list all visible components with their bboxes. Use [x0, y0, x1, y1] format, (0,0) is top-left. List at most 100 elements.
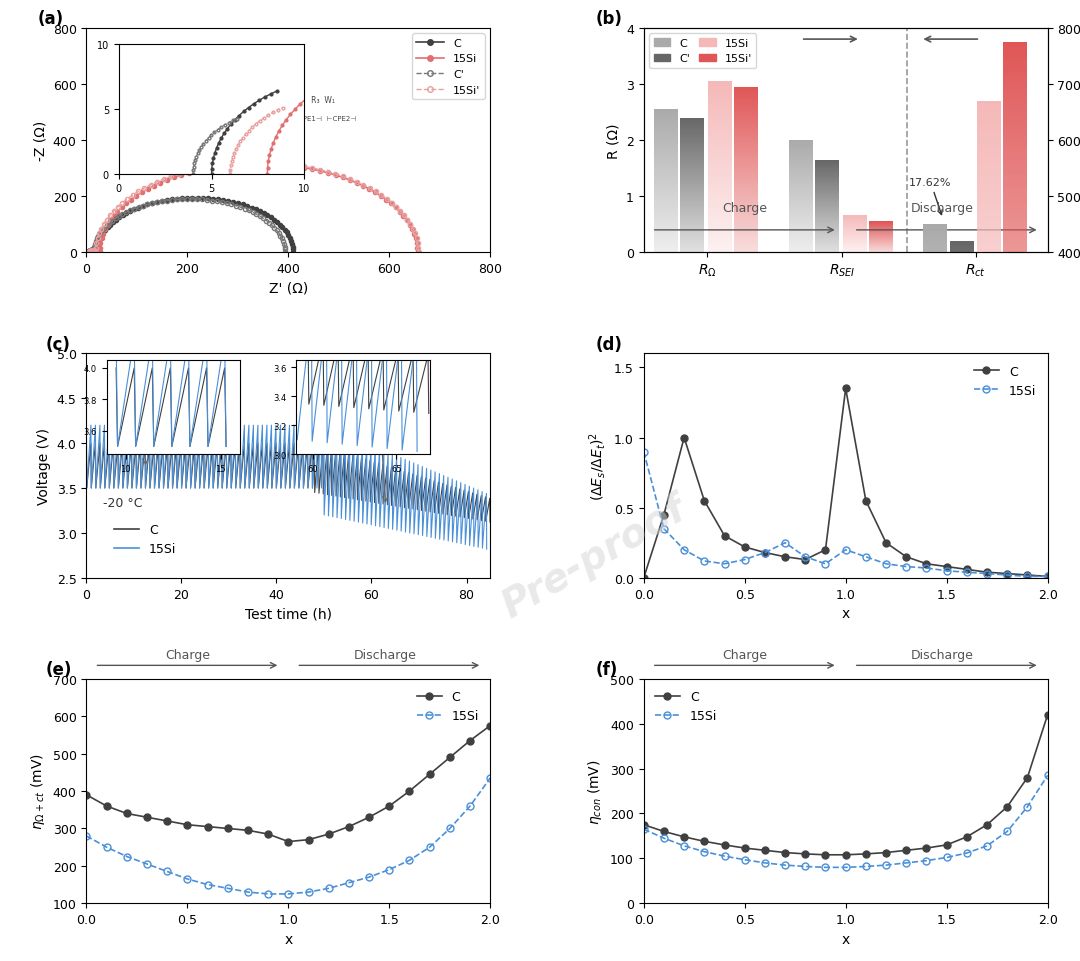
15Si'	[356, 180, 369, 191]
15Si'	[87, 246, 100, 258]
C	[758, 845, 771, 856]
Line: 15Si: 15Si	[89, 162, 420, 255]
Text: 17.62%: 17.62%	[909, 178, 951, 215]
15Si	[799, 552, 812, 563]
15Si	[180, 874, 193, 885]
15Si	[758, 857, 771, 869]
C	[839, 383, 852, 395]
15Si	[981, 568, 994, 579]
Y-axis label: $\eta_{\Omega+ct}$ (mV): $\eta_{\Omega+ct}$ (mV)	[29, 752, 48, 829]
X-axis label: x: x	[284, 931, 293, 946]
15Si	[116, 203, 129, 214]
Legend: C, 15Si: C, 15Si	[969, 360, 1041, 403]
C	[444, 752, 457, 763]
15Si	[839, 862, 852, 874]
Legend: C, 15Si: C, 15Si	[650, 685, 723, 727]
Text: (c): (c)	[46, 335, 71, 354]
C	[403, 785, 416, 797]
X-axis label: x: x	[841, 606, 850, 621]
15Si	[1021, 801, 1034, 813]
15Si'	[83, 247, 96, 259]
15Si	[314, 166, 327, 178]
15Si	[221, 882, 234, 894]
15Si'	[111, 202, 124, 213]
15Si	[718, 558, 731, 570]
Y-axis label: $\eta_{con}$ (mV): $\eta_{con}$ (mV)	[586, 758, 605, 824]
Legend: C, C', 15Si, 15Si': C, C', 15Si, 15Si'	[649, 35, 756, 69]
C	[104, 219, 117, 231]
15Si	[941, 851, 954, 863]
C	[698, 836, 711, 848]
Text: (b): (b)	[595, 11, 622, 28]
15Si	[363, 872, 376, 883]
15Si	[1021, 571, 1034, 582]
15Si	[960, 567, 973, 579]
15Si	[941, 565, 954, 577]
15Si	[382, 864, 395, 875]
15Si'	[229, 159, 242, 170]
15Si	[900, 857, 913, 869]
15Si	[1001, 825, 1014, 837]
Line: 15Si: 15Si	[640, 772, 1051, 871]
Text: Charge: Charge	[723, 202, 767, 215]
C	[981, 567, 994, 579]
C'	[171, 194, 184, 206]
C	[302, 834, 315, 846]
Text: (e): (e)	[46, 660, 72, 678]
15Si	[960, 848, 973, 859]
C	[180, 819, 193, 830]
C	[739, 843, 752, 854]
15Si	[80, 830, 93, 842]
C	[254, 207, 267, 218]
Line: 15Si': 15Si'	[87, 161, 421, 255]
C	[960, 564, 973, 576]
15Si	[879, 859, 892, 871]
15Si	[920, 855, 933, 867]
C	[981, 819, 994, 830]
C	[261, 828, 274, 840]
C	[1021, 570, 1034, 581]
C	[282, 836, 295, 848]
C	[779, 552, 792, 563]
15Si	[1041, 571, 1054, 582]
15Si	[779, 859, 792, 871]
C	[900, 552, 913, 563]
C	[82, 247, 95, 259]
15Si	[120, 850, 133, 862]
15Si	[637, 824, 650, 835]
15Si	[637, 446, 650, 457]
C'	[100, 220, 113, 232]
Text: (f): (f)	[595, 660, 618, 678]
Legend: C, 15Si: C, 15Si	[411, 685, 484, 727]
C	[1041, 571, 1054, 582]
C	[484, 720, 497, 731]
15Si	[758, 547, 771, 558]
X-axis label: Test time (h): Test time (h)	[245, 606, 332, 621]
C	[900, 845, 913, 856]
C	[1001, 568, 1014, 579]
15Si	[819, 862, 832, 874]
15Si	[677, 544, 690, 555]
C	[100, 801, 113, 812]
15Si	[100, 842, 113, 853]
15Si	[1001, 570, 1014, 581]
15Si	[282, 888, 295, 899]
C	[941, 561, 954, 573]
C	[85, 245, 98, 257]
15Si	[739, 554, 752, 566]
C	[287, 247, 300, 259]
15Si'	[313, 164, 326, 176]
15Si	[698, 846, 711, 857]
15Si	[356, 181, 369, 192]
Text: Charge: Charge	[165, 648, 210, 661]
15Si	[698, 555, 711, 567]
15Si	[900, 561, 913, 573]
Text: Discharge: Discharge	[354, 648, 417, 661]
Line: C': C'	[86, 198, 287, 255]
15Si	[779, 537, 792, 549]
15Si	[261, 888, 274, 899]
Text: Charge: Charge	[723, 648, 767, 661]
C	[799, 554, 812, 566]
C	[87, 245, 100, 257]
C'	[279, 247, 292, 259]
